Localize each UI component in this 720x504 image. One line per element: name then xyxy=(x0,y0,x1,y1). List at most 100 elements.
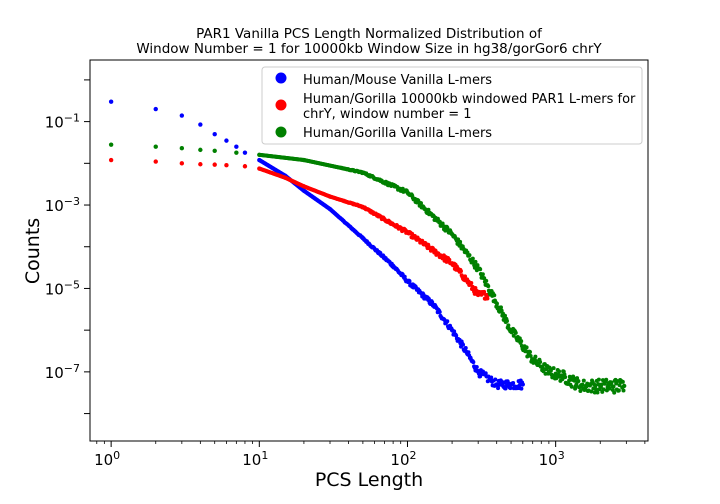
x-tick-label: 100 xyxy=(94,449,120,469)
data-point xyxy=(483,371,488,376)
series-2-points xyxy=(108,157,491,301)
data-point xyxy=(572,378,577,383)
data-point xyxy=(478,267,483,272)
data-point xyxy=(620,385,625,390)
data-point xyxy=(153,159,158,164)
data-point xyxy=(463,346,468,351)
data-point xyxy=(540,365,545,370)
data-point xyxy=(621,388,626,393)
data-point xyxy=(557,369,562,374)
axis-ticks: 100 101 102 103 10−1 10−3 10−5 10−7 xyxy=(45,79,646,469)
data-point xyxy=(519,386,524,391)
data-point xyxy=(506,381,511,386)
data-point xyxy=(499,308,504,313)
series-3-points xyxy=(108,142,627,395)
data-point xyxy=(601,387,606,392)
data-point xyxy=(533,354,538,359)
chart-title: PAR1 Vanilla PCS Length Normalized Distr… xyxy=(136,26,602,57)
data-point xyxy=(513,330,518,335)
data-point xyxy=(612,390,617,395)
data-point xyxy=(482,289,487,294)
data-point xyxy=(461,342,466,347)
data-points xyxy=(108,99,627,395)
data-point xyxy=(581,378,586,383)
data-point xyxy=(596,377,601,382)
y-tick-label: 10−7 xyxy=(45,362,80,382)
x-tick-label: 101 xyxy=(242,449,268,469)
x-tick-label: 103 xyxy=(539,449,565,469)
legend: Human/Mouse Vanilla L-mers Human/Gorilla … xyxy=(261,66,643,145)
data-point xyxy=(496,386,501,391)
data-point xyxy=(484,292,489,297)
legend-marker xyxy=(275,126,287,138)
data-point xyxy=(576,379,581,384)
data-point xyxy=(575,376,580,381)
data-point xyxy=(611,384,616,389)
data-point xyxy=(179,113,185,118)
data-point xyxy=(198,147,203,153)
data-point xyxy=(503,313,508,318)
data-point xyxy=(447,257,452,262)
data-point xyxy=(519,339,524,344)
data-point xyxy=(538,359,543,364)
data-point xyxy=(563,375,568,380)
data-point xyxy=(418,201,423,206)
data-point xyxy=(458,239,463,244)
data-point xyxy=(242,150,248,155)
data-point xyxy=(467,253,472,258)
data-point xyxy=(224,138,229,143)
data-point xyxy=(179,146,185,151)
data-point xyxy=(559,373,564,378)
data-point xyxy=(595,390,600,395)
data-point xyxy=(426,296,431,301)
data-point xyxy=(524,345,529,350)
legend-frame xyxy=(261,66,643,145)
data-point xyxy=(551,366,556,371)
legend-marker xyxy=(275,72,287,84)
legend-label: Human/Mouse Vanilla L-mers xyxy=(303,73,492,88)
data-point xyxy=(212,131,217,137)
data-point xyxy=(485,296,490,301)
data-point xyxy=(242,164,248,169)
legend-label: Human/Gorilla Vanilla L-mers xyxy=(303,126,492,141)
y-tick-label: 10−3 xyxy=(45,195,80,215)
data-point xyxy=(580,382,585,387)
y-tick-label: 10−1 xyxy=(45,112,80,132)
data-point xyxy=(511,380,516,385)
data-point xyxy=(548,368,553,373)
y-axis-label: Counts xyxy=(22,218,44,284)
data-point xyxy=(506,323,511,328)
data-point xyxy=(620,379,625,384)
data-point xyxy=(108,142,114,147)
data-point xyxy=(484,278,489,283)
data-point xyxy=(198,162,203,167)
data-point xyxy=(473,259,478,264)
data-point xyxy=(503,386,508,391)
data-point xyxy=(458,269,463,274)
data-point xyxy=(616,388,621,393)
x-axis-label: PCS Length xyxy=(315,469,423,491)
data-point xyxy=(498,305,503,310)
data-point xyxy=(493,377,498,382)
data-point xyxy=(589,389,594,394)
data-point xyxy=(489,375,494,380)
data-point xyxy=(153,106,158,112)
data-point xyxy=(471,360,476,365)
data-point xyxy=(592,390,597,395)
data-point xyxy=(486,284,491,289)
data-point xyxy=(469,280,474,285)
data-point xyxy=(480,272,485,277)
data-point xyxy=(527,350,532,355)
data-point xyxy=(617,383,622,388)
data-point xyxy=(445,319,450,324)
data-point xyxy=(153,144,158,149)
legend-items: Human/Mouse Vanilla L-mers Human/Gorilla … xyxy=(275,72,636,141)
data-point xyxy=(437,309,442,314)
y-tick-label: 10−5 xyxy=(45,278,80,298)
data-point xyxy=(520,380,525,385)
data-point xyxy=(212,162,217,167)
data-point xyxy=(578,388,583,393)
legend-label: Human/Gorilla 10000kb windowed PAR1 L-me… xyxy=(303,92,636,107)
data-point xyxy=(452,329,457,334)
data-point xyxy=(609,380,614,385)
